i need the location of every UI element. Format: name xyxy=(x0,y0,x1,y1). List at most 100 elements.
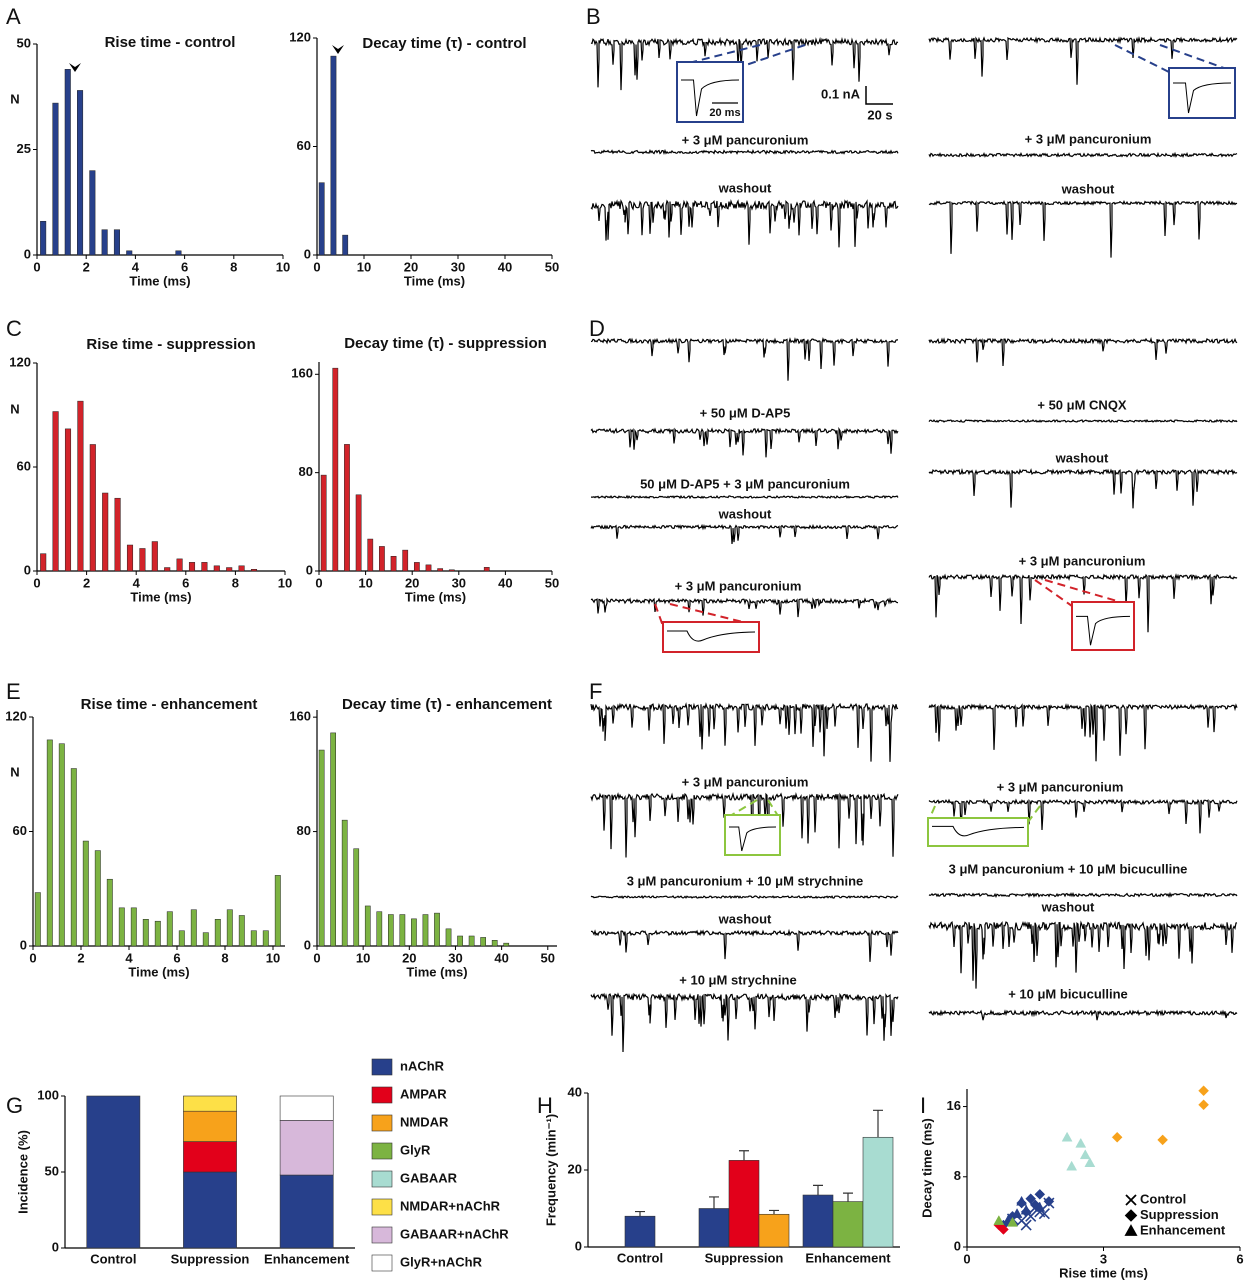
panel-letter: H xyxy=(537,1093,553,1118)
legend-label: NMDAR+nAChR xyxy=(400,1198,501,1213)
error-bar xyxy=(709,1196,719,1209)
x-tick-label: 40 xyxy=(498,259,512,274)
bar-segment xyxy=(183,1171,237,1249)
bar xyxy=(413,562,420,572)
x-tick-label: 0 xyxy=(33,575,40,590)
bar xyxy=(126,250,133,256)
trace xyxy=(928,35,1238,85)
condition-label: 50 μM D-AP5 + 3 μM pancuronium xyxy=(640,476,850,491)
error-bar xyxy=(813,1184,823,1196)
bar xyxy=(445,928,452,947)
bar xyxy=(214,919,221,947)
trace xyxy=(590,148,899,156)
point xyxy=(1043,1196,1055,1207)
condition-label: 3 μM pancuronium + 10 μM strychnine xyxy=(627,873,864,888)
x-tick-label: 40 xyxy=(494,950,508,965)
bar xyxy=(379,546,385,572)
bar xyxy=(402,549,409,572)
y-axis-label: Decay time (ms) xyxy=(919,1118,934,1218)
x-tick-label: 6 xyxy=(173,950,180,965)
legend-label: Suppression xyxy=(1140,1207,1219,1222)
x-tick-label: 30 xyxy=(451,259,465,274)
trace xyxy=(928,199,1238,258)
y-axis-label: N xyxy=(10,401,19,416)
bar xyxy=(188,562,196,572)
bar xyxy=(344,444,350,572)
arrowhead xyxy=(69,63,81,72)
x-tick-label: 4 xyxy=(132,259,140,274)
legend-swatch xyxy=(371,1226,393,1244)
bar-segment xyxy=(279,1095,334,1121)
y-tick-label: 8 xyxy=(954,1168,961,1183)
legend-label: GlyR xyxy=(400,1142,431,1157)
y-tick-label: 0 xyxy=(304,246,311,261)
condition-label: washout xyxy=(718,911,772,926)
point xyxy=(1034,1201,1046,1212)
bar xyxy=(399,914,406,947)
x-tick-label: Enhancement xyxy=(805,1250,891,1265)
bar xyxy=(318,749,325,947)
x-tick-label: 0 xyxy=(315,575,322,590)
x-tick-label: 50 xyxy=(545,575,559,590)
error-bar xyxy=(635,1210,645,1217)
x-tick-label: 30 xyxy=(452,575,466,590)
x-tick-label: 10 xyxy=(357,259,371,274)
condition-label: washout xyxy=(1061,181,1115,196)
panel-letter: I xyxy=(920,1093,926,1118)
inset-trace xyxy=(681,79,740,117)
bar-segment xyxy=(183,1141,237,1173)
bar xyxy=(480,937,486,947)
x-tick-label: 40 xyxy=(498,575,512,590)
y-tick-label: 120 xyxy=(9,354,31,369)
trace xyxy=(590,895,899,900)
chart-title: Decay time (τ) - enhancement xyxy=(342,696,552,713)
bar xyxy=(342,234,349,256)
bar xyxy=(139,548,146,572)
bar xyxy=(238,565,245,572)
legend-label: NMDAR xyxy=(400,1114,449,1129)
point xyxy=(1025,1193,1037,1205)
x-tick-label: 20 xyxy=(404,259,418,274)
x-axis-label: Time (ms) xyxy=(130,589,191,604)
legend-label: Enhancement xyxy=(1140,1222,1226,1237)
y-axis-label: Incidence (%) xyxy=(15,1130,30,1214)
bar xyxy=(332,367,339,572)
point xyxy=(1066,1160,1078,1171)
point xyxy=(1075,1137,1087,1148)
bar xyxy=(178,930,185,947)
bar xyxy=(364,905,371,947)
point xyxy=(1034,1188,1046,1200)
condition-label: + 3 μM pancuronium xyxy=(1019,553,1146,568)
error-bar xyxy=(769,1209,779,1215)
inset-link xyxy=(1114,44,1170,73)
y-tick-label: 0 xyxy=(304,937,311,952)
bar xyxy=(175,250,182,256)
bar xyxy=(201,562,208,572)
bar xyxy=(434,912,440,947)
bar xyxy=(624,1215,656,1248)
scale-label: 20 s xyxy=(867,107,892,122)
bar xyxy=(114,497,121,572)
x-tick-label: 20 xyxy=(405,575,419,590)
panel-letter: D xyxy=(589,316,605,341)
bar xyxy=(126,544,134,572)
y-tick-label: 50 xyxy=(45,1163,59,1178)
point xyxy=(993,1215,1005,1225)
legend-swatch xyxy=(371,1142,393,1160)
bar xyxy=(190,909,197,947)
bar xyxy=(468,935,475,947)
panel-letter: G xyxy=(6,1093,23,1118)
scale-bar xyxy=(865,86,893,105)
trace xyxy=(590,426,899,458)
panel-letter: C xyxy=(6,316,22,341)
x-tick-label: 0 xyxy=(29,950,36,965)
bar xyxy=(64,69,71,256)
x-axis-label: Time (ms) xyxy=(405,589,466,604)
bar xyxy=(46,739,53,947)
inset-link xyxy=(742,44,806,67)
x-tick-label: 2 xyxy=(83,259,90,274)
inset-link xyxy=(654,603,664,627)
condition-label: + 10 μM strychnine xyxy=(679,972,796,987)
panel-letter: F xyxy=(589,679,602,704)
